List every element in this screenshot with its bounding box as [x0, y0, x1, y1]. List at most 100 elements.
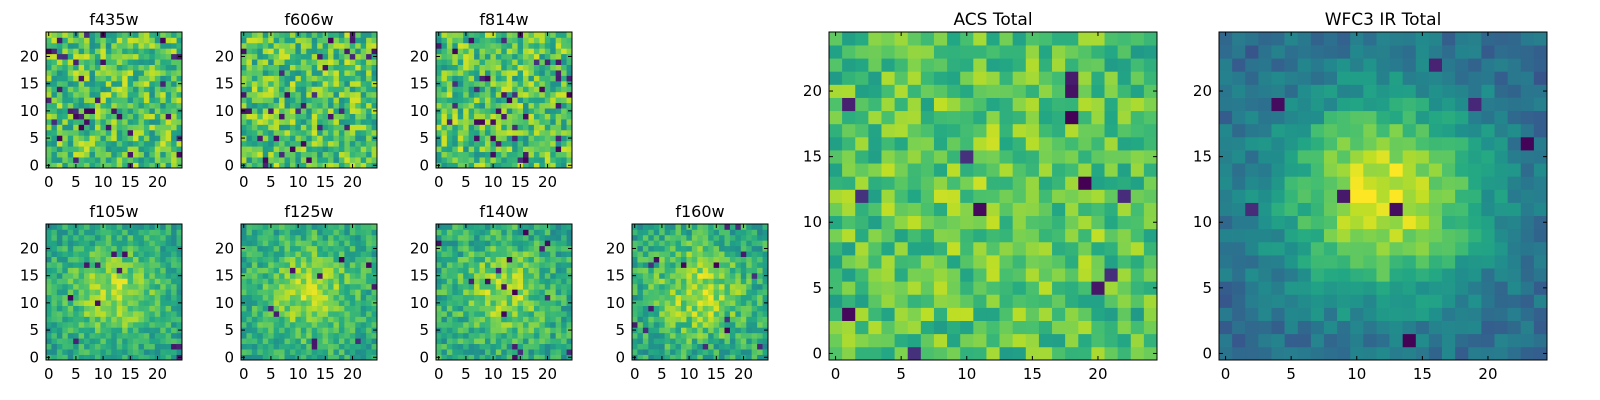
- heatmap-cell: [446, 113, 453, 120]
- heatmap-cell: [160, 70, 167, 76]
- heatmap-cell: [441, 349, 448, 355]
- heatmap-cell: [328, 42, 334, 49]
- heatmap-cell: [328, 354, 334, 361]
- panel-title: f125w: [284, 202, 333, 221]
- heatmap-cell: [960, 294, 974, 308]
- heatmap-cell: [241, 102, 247, 109]
- heatmap-cell: [306, 240, 313, 247]
- heatmap-cell: [659, 289, 665, 296]
- heatmap-cell: [566, 240, 573, 247]
- heatmap-cell: [133, 32, 139, 38]
- heatmap-cell: [268, 240, 274, 247]
- heatmap-cell: [241, 129, 247, 136]
- heatmap-cell: [484, 316, 491, 323]
- heatmap-cell: [653, 289, 660, 296]
- heatmap-cell: [555, 70, 562, 76]
- heatmap-cell: [138, 59, 145, 65]
- heatmap-cell: [360, 80, 367, 87]
- heatmap-cell: [746, 240, 753, 247]
- heatmap-cell: [360, 294, 367, 301]
- heatmap-cell: [284, 305, 291, 312]
- heatmap-cell: [105, 234, 112, 241]
- heatmap-cell: [691, 229, 698, 236]
- heatmap-cell: [105, 245, 112, 252]
- heatmap-cell: [1130, 228, 1145, 243]
- heatmap-cell: [719, 316, 725, 323]
- heatmap-cell: [933, 202, 948, 217]
- heatmap-cell: [550, 262, 557, 268]
- heatmap-cell: [517, 251, 524, 257]
- heatmap-cell: [1012, 268, 1027, 282]
- heatmap-cell: [523, 113, 529, 120]
- heatmap-cell: [262, 91, 269, 98]
- heatmap-cell: [257, 32, 264, 38]
- heatmap-cell: [436, 267, 442, 274]
- heatmap-cell: [333, 53, 340, 60]
- heatmap-cell: [338, 354, 345, 361]
- heatmap-cell: [648, 289, 655, 296]
- heatmap-cell: [533, 37, 540, 44]
- heatmap-cell: [724, 294, 731, 301]
- heatmap-cell: [713, 229, 720, 236]
- heatmap-cell: [268, 80, 274, 87]
- y-tick-label: 15: [215, 75, 234, 93]
- heatmap-cell: [73, 80, 79, 87]
- heatmap-cell: [366, 240, 372, 247]
- heatmap-cell: [1143, 320, 1158, 335]
- heatmap-cell: [100, 305, 107, 312]
- heatmap-cell: [73, 86, 79, 93]
- heatmap-cell: [116, 240, 123, 247]
- heatmap-cell: [257, 316, 264, 323]
- heatmap-cell: [138, 97, 145, 104]
- heatmap-cell: [474, 272, 480, 279]
- heatmap-cell: [257, 251, 264, 257]
- heatmap-cell: [333, 305, 340, 312]
- heatmap-cell: [468, 64, 475, 71]
- heatmap-cell: [746, 343, 753, 350]
- y-tick-label: 15: [606, 267, 625, 285]
- heatmap-cell: [311, 119, 318, 125]
- heatmap-cell: [457, 48, 464, 55]
- heatmap-cell: [371, 343, 378, 350]
- heatmap-cell: [463, 316, 469, 323]
- heatmap-cell: [517, 37, 524, 44]
- heatmap-cell: [446, 294, 453, 301]
- heatmap-cell: [149, 129, 156, 136]
- heatmap-cell: [78, 272, 85, 279]
- heatmap-cell: [762, 251, 769, 257]
- heatmap-cell: [555, 272, 562, 279]
- heatmap-cell: [268, 64, 274, 71]
- heatmap-cell: [523, 300, 529, 306]
- heatmap-cell: [338, 300, 345, 306]
- heatmap-cell: [512, 146, 518, 153]
- heatmap-cell: [51, 37, 58, 44]
- heatmap-cell: [947, 241, 961, 256]
- heatmap-cell: [241, 332, 247, 339]
- heatmap-cell: [279, 283, 285, 290]
- heatmap-cell: [176, 119, 183, 125]
- heatmap-cell: [257, 140, 264, 147]
- heatmap-cell: [533, 305, 540, 312]
- heatmap-cell: [311, 113, 318, 120]
- heatmap-cell: [154, 129, 161, 136]
- heatmap-cell: [306, 108, 313, 114]
- heatmap-cell: [686, 267, 693, 274]
- heatmap-cell: [116, 108, 123, 114]
- heatmap-cell: [446, 262, 453, 268]
- heatmap-cell: [653, 327, 660, 334]
- heatmap-cell: [463, 102, 469, 109]
- heatmap-cell: [724, 289, 731, 296]
- heatmap-cell: [719, 327, 725, 334]
- heatmap-cell: [241, 321, 247, 328]
- heatmap-cell: [279, 272, 285, 279]
- heatmap-cell: [539, 300, 546, 306]
- heatmap-cell: [686, 256, 693, 263]
- heatmap-cell: [691, 327, 698, 334]
- heatmap-cell: [84, 157, 90, 163]
- heatmap-cell: [659, 332, 665, 339]
- heatmap-cell: [89, 272, 96, 279]
- heatmap-cell: [268, 267, 274, 274]
- heatmap-cell: [484, 332, 491, 339]
- heatmap-cell: [360, 311, 367, 317]
- y-tick-label: 0: [419, 156, 429, 174]
